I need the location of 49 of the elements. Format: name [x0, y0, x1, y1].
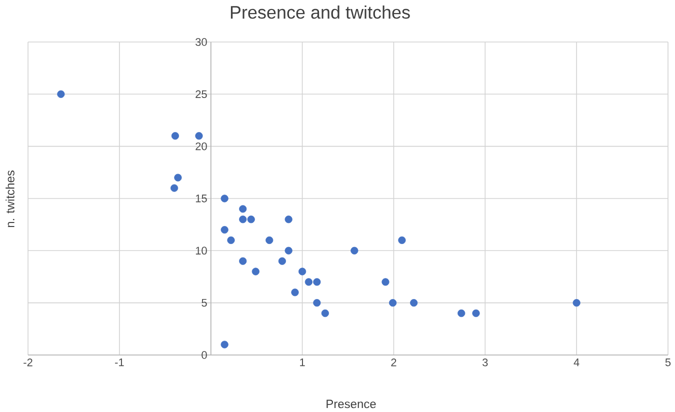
point	[239, 257, 247, 265]
y-tick-label: 0	[202, 351, 207, 359]
point	[278, 257, 286, 265]
y-tick-label: 20	[196, 142, 207, 150]
point	[227, 236, 235, 244]
y-tick-label: 15	[196, 194, 207, 202]
point	[195, 132, 203, 140]
point	[220, 226, 228, 234]
point	[472, 309, 480, 318]
point	[313, 299, 321, 307]
point	[410, 299, 418, 307]
point	[313, 278, 321, 286]
point	[57, 90, 65, 98]
x-tick-label: -2	[24, 358, 32, 366]
x-tick-label: 4	[574, 358, 580, 366]
x-tick-label: 5	[665, 358, 671, 366]
x-tick-label: 3	[482, 358, 488, 366]
point	[171, 132, 180, 140]
point	[284, 246, 292, 254]
point	[298, 268, 306, 276]
point	[291, 288, 299, 296]
point	[252, 268, 260, 276]
point	[239, 205, 247, 213]
point	[350, 246, 358, 254]
y-axis-title: n. twitches	[6, 170, 14, 228]
x-tick-label: 1	[300, 358, 305, 366]
point	[458, 309, 466, 318]
point	[304, 278, 312, 286]
y-tick-label: 5	[202, 298, 207, 307]
point	[382, 278, 390, 286]
y-tick-label: 25	[196, 90, 207, 98]
point	[170, 184, 178, 192]
y-tick-label: 30	[196, 38, 207, 46]
point	[174, 174, 182, 182]
chart-title: Presence and twitches	[230, 6, 410, 19]
point	[220, 194, 228, 202]
point	[247, 216, 255, 224]
point	[239, 216, 247, 224]
point	[398, 236, 406, 244]
point	[220, 340, 228, 348]
point	[266, 236, 274, 244]
point	[321, 309, 329, 318]
point	[572, 299, 580, 307]
x-tick-label: 2	[391, 358, 396, 366]
x-axis-title: Presence	[326, 400, 376, 408]
y-tick-label: 10	[196, 246, 207, 255]
x-tick-label: -1	[115, 358, 124, 366]
point	[284, 216, 292, 224]
point	[389, 299, 397, 307]
